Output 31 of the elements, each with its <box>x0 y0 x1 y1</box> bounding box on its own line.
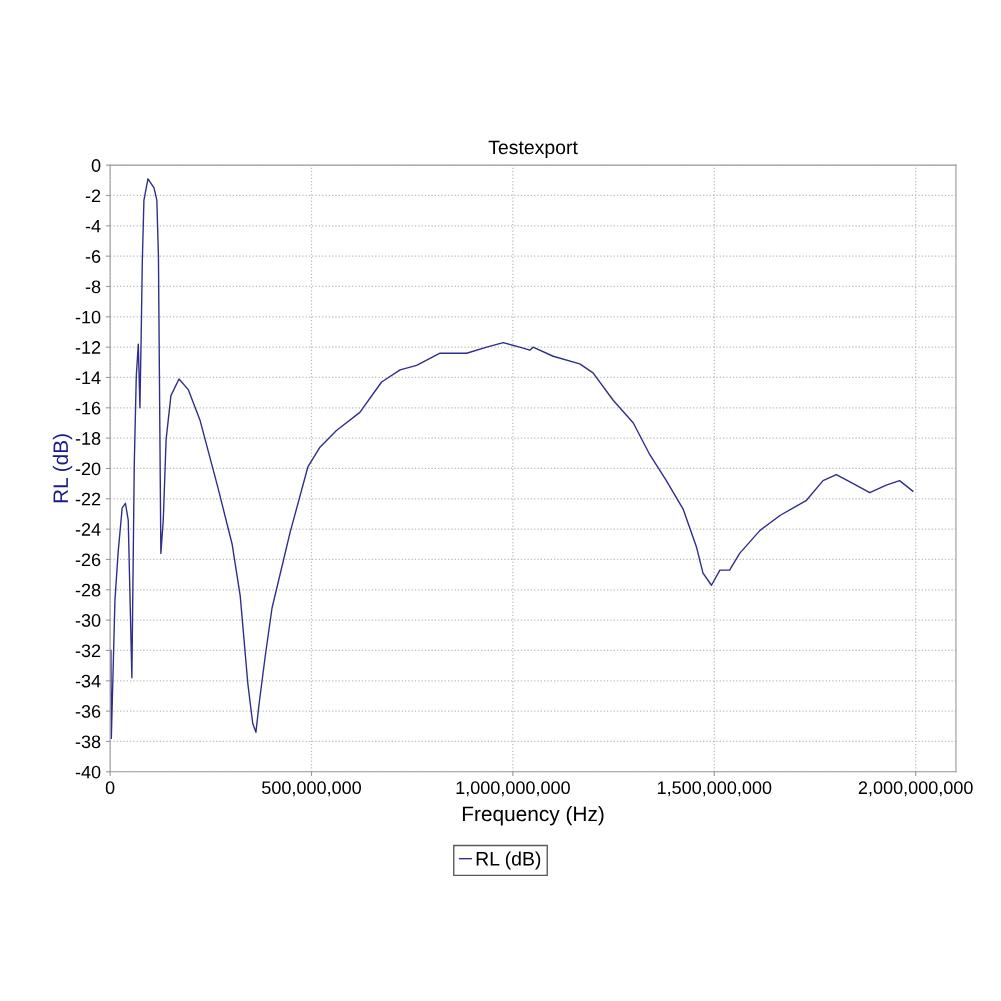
y-tick-label: -26 <box>75 553 101 567</box>
y-tick-label: -22 <box>75 492 101 506</box>
y-tick-label: -20 <box>75 462 101 476</box>
y-tick-label: -32 <box>75 644 101 658</box>
y-tick-label: -38 <box>75 735 101 749</box>
y-tick-label: -40 <box>75 765 101 779</box>
y-tick-label: -2 <box>85 189 101 203</box>
x-tick-label: 0 <box>105 781 115 795</box>
chart-title: Testexport <box>488 140 578 159</box>
y-tick-label: -14 <box>75 371 101 385</box>
x-tick-label: 1,000,000,000 <box>456 781 570 797</box>
y-axis-title: RL (dB) <box>52 434 73 503</box>
x-tick-label: 500,000,000 <box>262 781 361 797</box>
y-tick-label: -24 <box>75 523 101 536</box>
x-axis-title: Frequency (Hz) <box>462 805 604 826</box>
y-tick-label: -28 <box>75 583 101 597</box>
y-tick-label: -16 <box>75 401 101 415</box>
line-series <box>110 178 914 740</box>
x-tick-label: 1,500,000,000 <box>657 781 772 797</box>
y-tick-label: -18 <box>75 432 101 445</box>
y-tick-label: -8 <box>85 280 101 294</box>
y-tick-label: -36 <box>75 705 101 718</box>
y-tick-label: 0 <box>91 159 101 172</box>
legend-label: RL (dB) <box>476 851 541 870</box>
y-tick-label: -30 <box>75 614 101 627</box>
y-tick-label: -4 <box>85 219 101 233</box>
y-tick-label: -12 <box>75 341 101 354</box>
y-tick-label: -6 <box>85 250 101 263</box>
y-tick-label: -34 <box>75 674 101 688</box>
x-tick-label: 2,000,000,000 <box>858 781 973 797</box>
y-tick-label: -10 <box>75 310 101 324</box>
